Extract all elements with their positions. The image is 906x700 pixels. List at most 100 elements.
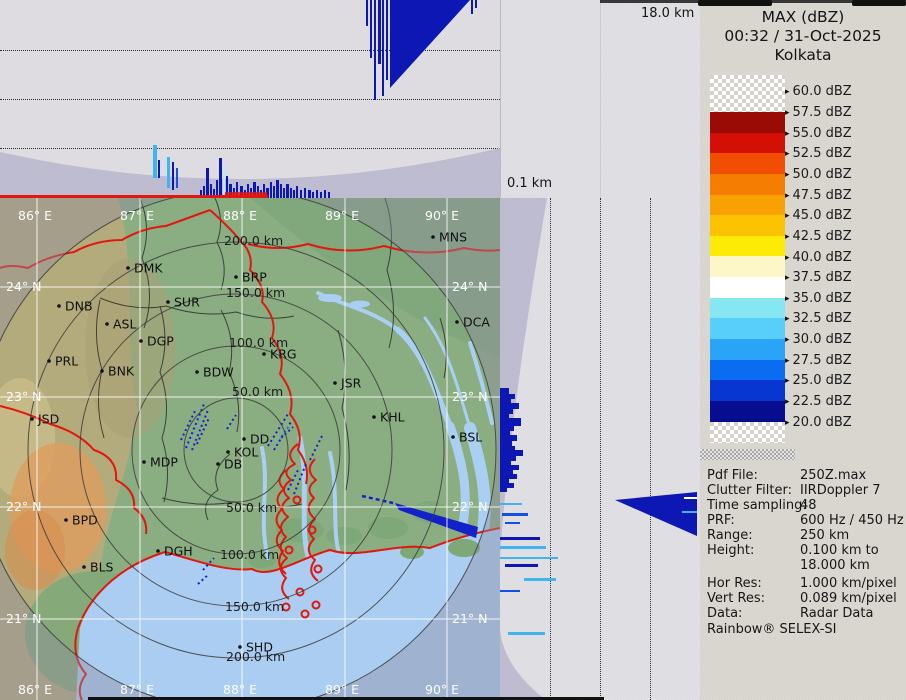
city-label: ASL [113,317,136,332]
city-marker [431,235,435,239]
dbz-scale-label: ▸ 57.5 dBZ [785,104,852,120]
city-label: BPD [72,513,98,528]
metadata-value: 48 [800,498,817,513]
city-marker [57,304,61,308]
range-ring-label: 50.0 km [232,384,283,399]
radar-echo-profile [500,388,523,492]
dbz-scale-label: ▸ 40.0 dBZ [785,249,852,265]
dbz-scale-label: ▸ 35.0 dBZ [785,290,852,306]
dbz-swatch [710,380,785,401]
scale-tick-arrow-icon: ▸ [785,355,790,366]
city-marker [238,645,242,649]
latitude-label: 24° N [452,279,487,294]
city-label: SHD [246,640,273,655]
scale-tick-arrow-icon: ▸ [785,397,790,408]
longitude-label: 86° E [18,208,52,223]
terrain-orange-patch [5,510,65,590]
city-marker [455,320,459,324]
dbz-scale-label: ▸ 20.0 dBZ [785,414,852,430]
radar-echoes-plan-view [180,403,478,585]
metadata-label: PRF: [707,513,735,528]
scale-end-checker [700,449,795,460]
radar-echo-ground-cluster [200,158,330,198]
right-panel-gridline [650,198,651,700]
range-ring-label: 100.0 km [220,547,279,562]
metadata-row: Hor Res: 1.000 km/pixel [707,576,903,591]
scale-tick-arrow-icon: ▸ [785,314,790,325]
out-of-range-wedge [500,198,547,558]
scale-tick-arrow-icon: ▸ [785,107,790,118]
dbz-swatch [710,235,785,257]
city-label: DGP [147,334,174,349]
right-panel-gridline [550,198,551,700]
metadata-label: Data: [707,606,743,621]
dbz-swatch [710,277,785,298]
dbz-swatch [710,421,785,443]
latitude-label: 22° N [6,499,41,514]
range-ring-label: 100.0 km [229,335,288,350]
scale-tick-arrow-icon: ▸ [785,149,790,160]
city-label: BNK [108,364,135,379]
city-label: BRP [242,270,267,285]
city-marker [142,460,146,464]
top-edge-strip [852,0,906,6]
dbz-swatch [710,153,785,174]
dbz-scale-label: ▸ 47.5 dBZ [785,187,852,203]
radar-metadata: Pdf File: 250Z.max Clutter Filter: IIRDoppl… [707,468,904,621]
city-marker [105,322,109,326]
dbz-scale-label: ▸ 22.5 dBZ [785,394,852,410]
radar-echo-triangle [615,492,697,536]
dbz-swatch [710,112,785,133]
longitude-label: 86° E [18,682,52,697]
scale-tick-arrow-icon: ▸ [785,417,790,428]
longitude-label: 90° E [425,682,459,697]
metadata-row: Clutter Filter: IIRDoppler 7 [707,483,903,498]
dbz-scale-label: ▸ 27.5 dBZ [785,352,852,368]
city-label: KHL [380,410,405,425]
metadata-row: PRF: 600 Hz / 450 Hz [707,513,904,528]
city-label: DD [250,432,269,447]
gap-divider-line [600,0,601,198]
dbz-swatch [710,75,785,112]
range-ring-label: 50.0 km [226,500,277,515]
dbz-scale-label: ▸ 25.0 dBZ [785,373,852,389]
radar-echo-bars-left [153,145,178,190]
metadata-label: Pdf File: [707,468,758,483]
rivers [260,291,494,566]
dbz-swatch [710,194,785,216]
product-timestamp: 00:32 / 31-Oct-2025 [724,27,882,45]
city-label: JSR [340,376,362,391]
echo-highlight [682,511,697,513]
city-marker [195,370,199,374]
metadata-value: 0.100 km to [800,543,879,558]
top-panel-gridline [0,148,500,149]
metadata-row: 18.000 km [707,558,903,573]
metadata-value: 250 km [800,528,850,543]
longitude-label: 88° E [223,682,257,697]
dbz-scale-label: ▸ 37.5 dBZ [785,270,852,286]
latitude-label: 23° N [452,389,487,404]
city-marker [166,300,170,304]
dbz-scale-label: ▸ 55.0 dBZ [785,125,852,141]
graticule [0,198,500,700]
terrain-northeast [250,198,500,358]
scale-tick-arrow-icon: ▸ [785,273,790,284]
radar-echo-column-cluster [366,0,477,100]
longitude-label: 88° E [223,208,257,223]
latitude-label: 24° N [6,279,41,294]
radar-echo-triangle [390,0,470,88]
city-label: DMK [134,261,163,276]
dbz-scale-label: ▸ 32.5 dBZ [785,311,852,327]
radar-map-canvas[interactable]: 86° E 86° E 87° E 87° E 88° E 88° E 89° E 89° E… [0,198,500,700]
dbz-swatch [710,297,785,319]
city-label: BDW [203,365,234,380]
surface-echo-red-strip [0,195,268,198]
bottom-edge-strip [88,697,604,700]
metadata-value: IIRDoppler 7 [800,483,881,498]
surface-echo-red-strip [225,192,267,195]
metadata-value: 250Z.max [800,468,867,483]
city-label: BLS [90,560,114,575]
dbz-scale-label: ▸ 42.5 dBZ [785,228,852,244]
scale-tick-arrow-icon: ▸ [785,211,790,222]
